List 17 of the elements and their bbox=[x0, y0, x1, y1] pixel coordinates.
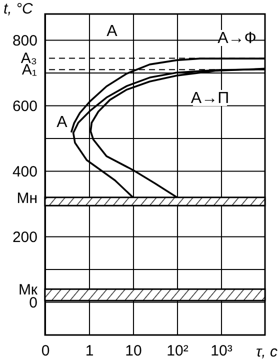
y-tick-label: 800 bbox=[12, 32, 38, 50]
annotation: А bbox=[56, 114, 68, 131]
x-axis-title: τ, c bbox=[256, 344, 278, 360]
y-tick-label: Мн bbox=[16, 190, 38, 207]
y-tick-label: 0 bbox=[29, 294, 38, 312]
annotation: А→Ф bbox=[218, 30, 256, 47]
annotation: А bbox=[106, 23, 118, 40]
x-tick-label: 0 bbox=[41, 342, 50, 360]
x-tick-label: 1 bbox=[85, 342, 94, 360]
x-tick-label: 10 bbox=[125, 342, 142, 360]
x-tick-label: 10² bbox=[166, 342, 188, 360]
y-tick-label: 400 bbox=[12, 164, 38, 181]
y-tick-label: 600 bbox=[12, 98, 38, 116]
y-axis-title: t, °C bbox=[4, 0, 33, 18]
annotation: А→П bbox=[190, 90, 230, 107]
y-tick-label: 200 bbox=[12, 229, 38, 246]
x-tick-label: 10³ bbox=[210, 342, 232, 360]
